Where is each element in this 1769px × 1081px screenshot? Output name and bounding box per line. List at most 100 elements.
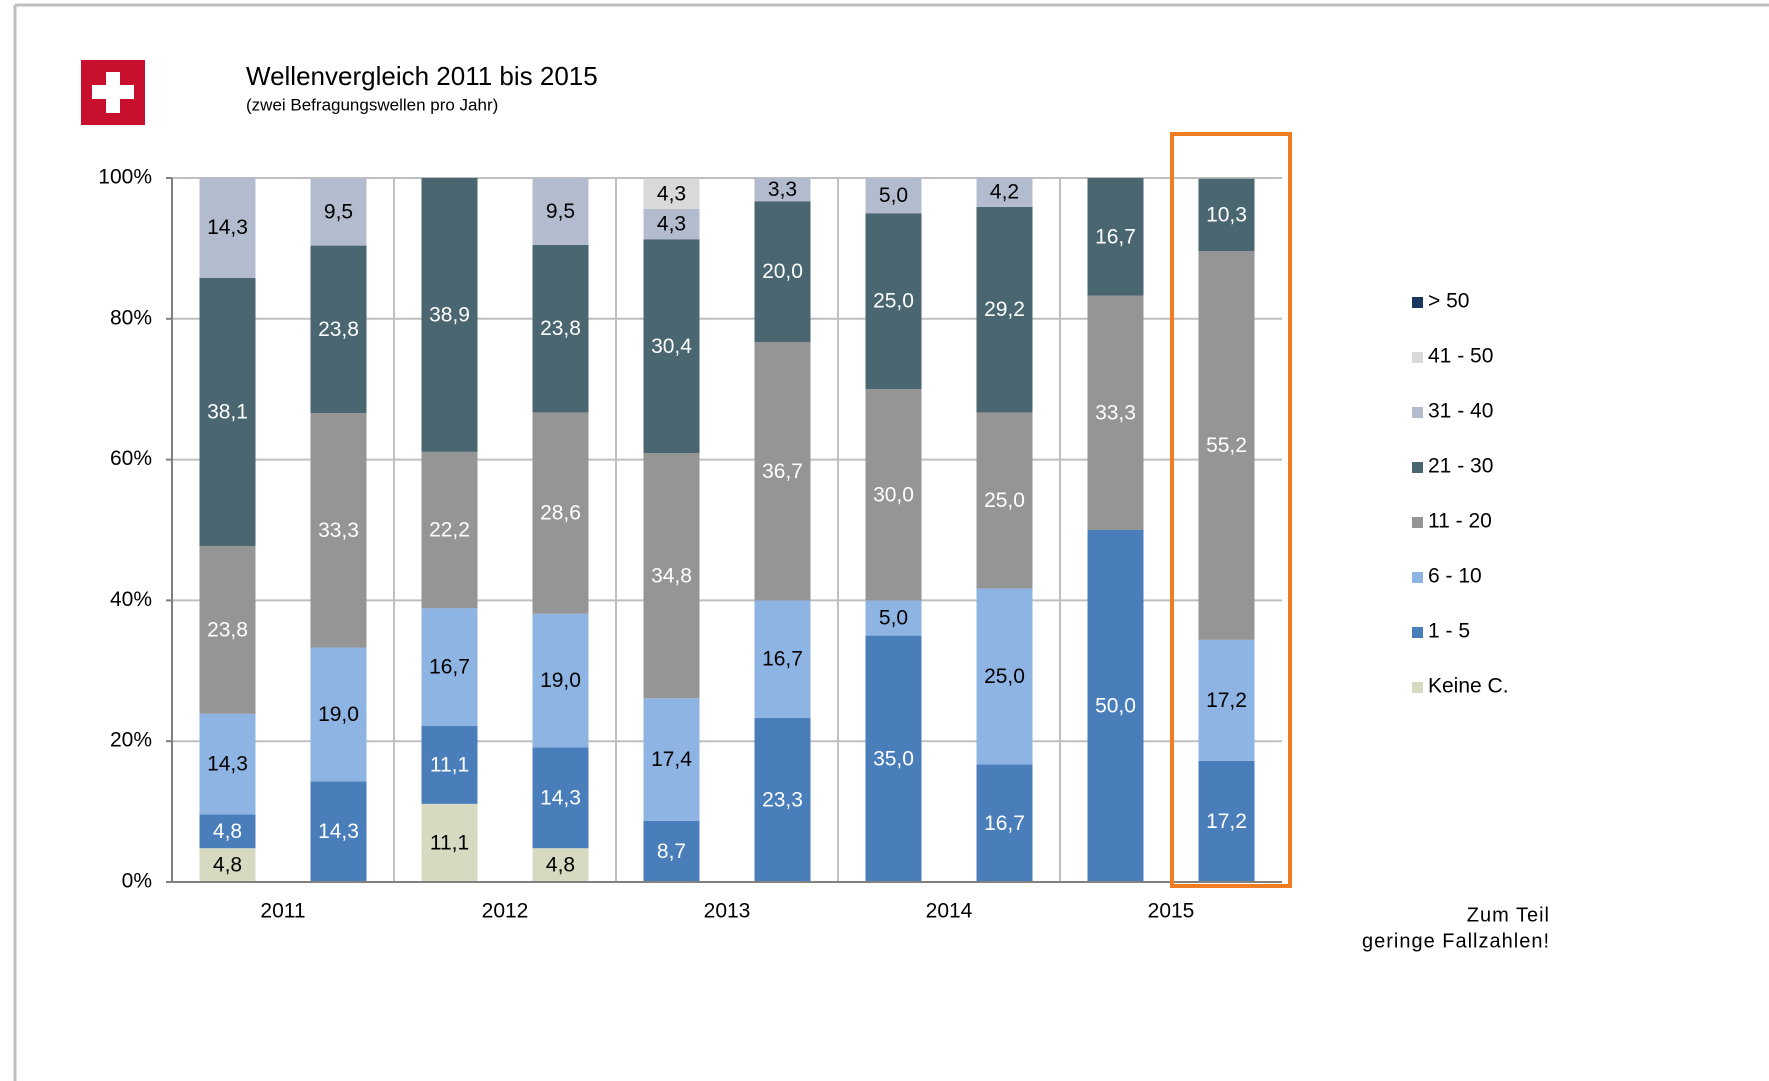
- value-label: 17,2: [1206, 810, 1247, 833]
- legend-label: 1 - 5: [1428, 620, 1470, 643]
- value-label: 17,2: [1206, 689, 1247, 712]
- bar-segment: [976, 764, 1033, 882]
- bar-segment: [865, 600, 922, 636]
- y-tick-label: 40%: [110, 588, 152, 611]
- value-label: 25,0: [984, 489, 1025, 512]
- x-tick-label: 2012: [482, 900, 529, 923]
- note: geringe Fallzahlen!: [1362, 930, 1550, 952]
- value-label: 17,4: [651, 748, 692, 771]
- value-label: 25,0: [984, 665, 1025, 688]
- value-label: 14,3: [207, 753, 248, 776]
- legend-swatch: [1412, 462, 1423, 473]
- bar-segment: [532, 244, 589, 413]
- bar-segment: [643, 178, 700, 209]
- value-label: 16,7: [1095, 225, 1136, 248]
- bar-segment: [643, 820, 700, 882]
- value-label: 33,3: [318, 519, 359, 542]
- value-label: 30,0: [873, 483, 914, 506]
- legend-swatch: [1412, 682, 1423, 693]
- value-label: 22,2: [429, 519, 470, 542]
- legend-label: 31 - 40: [1428, 400, 1493, 423]
- value-label: 3,3: [768, 178, 797, 201]
- bar-segment: [532, 412, 589, 614]
- bar-segment: [1198, 178, 1255, 252]
- legend-swatch: [1412, 297, 1423, 308]
- bar-segment: [310, 413, 367, 648]
- value-label: 4,3: [657, 182, 686, 205]
- bar-segment: [643, 239, 700, 454]
- value-label: 5,0: [879, 607, 908, 630]
- value-label: 23,8: [207, 619, 248, 642]
- value-label: 10,3: [1206, 204, 1247, 227]
- bar-segment: [1198, 251, 1255, 640]
- x-tick-label: 2011: [260, 900, 305, 923]
- value-label: 20,0: [762, 260, 803, 283]
- y-tick-label: 100%: [98, 166, 152, 189]
- bar-segment: [754, 600, 811, 718]
- chart-title: Wellenvergleich 2011 bis 2015: [246, 61, 598, 91]
- bar-segment: [1198, 639, 1255, 761]
- value-label: 16,7: [984, 812, 1025, 835]
- value-label: 19,0: [318, 703, 359, 726]
- bar-segment: [754, 201, 811, 343]
- bar-segment: [199, 848, 256, 882]
- bar-segment: [643, 698, 700, 821]
- legend-label: 6 - 10: [1428, 565, 1482, 588]
- value-label: 8,7: [657, 840, 686, 863]
- bar-segment: [643, 453, 700, 699]
- value-label: 33,3: [1095, 401, 1136, 424]
- bar-segment: [310, 245, 367, 414]
- chart-subtitle: (zwei Befragungswellen pro Jahr): [246, 95, 498, 114]
- value-label: 14,3: [318, 820, 359, 843]
- value-label: 34,8: [651, 564, 692, 587]
- bar-segment: [421, 725, 478, 804]
- value-label: 4,8: [213, 854, 242, 877]
- bar-segment: [421, 803, 478, 882]
- bar-segment: [532, 178, 589, 245]
- legend-label: Keine C.: [1428, 675, 1509, 698]
- bar-segment: [754, 717, 811, 882]
- value-label: 4,2: [990, 181, 1019, 204]
- value-label: 30,4: [651, 335, 692, 358]
- legend-swatch: [1412, 627, 1423, 638]
- value-label: 9,5: [546, 200, 575, 223]
- bar-segment: [199, 713, 256, 815]
- legend-label: > 50: [1428, 290, 1469, 313]
- x-tick-label: 2013: [704, 900, 751, 923]
- value-label: 11,1: [430, 831, 469, 854]
- value-label: 35,0: [873, 747, 914, 770]
- value-label: 19,0: [540, 669, 581, 692]
- x-tick-label: 2014: [926, 900, 973, 923]
- bar-segment: [1087, 295, 1144, 530]
- legend-swatch: [1412, 407, 1423, 418]
- bar-segment: [199, 814, 256, 849]
- bar-segment: [421, 178, 478, 452]
- value-label: 36,7: [762, 460, 803, 483]
- y-tick-label: 0%: [122, 870, 152, 893]
- value-label: 23,3: [762, 789, 803, 812]
- bar-segment: [421, 608, 478, 726]
- legend-swatch: [1412, 517, 1423, 528]
- bar-segment: [976, 206, 1033, 413]
- value-label: 5,0: [879, 184, 908, 207]
- bar-segment: [199, 546, 256, 714]
- value-label: 4,8: [546, 854, 575, 877]
- note: Zum Teil: [1467, 904, 1550, 926]
- bar-segment: [532, 848, 589, 882]
- bar-segment: [865, 178, 922, 214]
- bar-segment: [865, 213, 922, 390]
- y-tick-label: 60%: [110, 447, 152, 470]
- legend-swatch: [1412, 572, 1423, 583]
- bar-segment: [643, 208, 700, 240]
- bar-segment: [976, 588, 1033, 765]
- value-label: 28,6: [540, 502, 581, 525]
- bar-segment: [754, 342, 811, 601]
- value-label: 38,1: [207, 401, 248, 424]
- legend-label: 41 - 50: [1428, 345, 1493, 368]
- value-label: 23,8: [540, 317, 581, 340]
- bar-segment: [1198, 760, 1255, 882]
- legend-label: 21 - 30: [1428, 455, 1493, 478]
- value-label: 4,3: [657, 213, 686, 236]
- bar-segment: [421, 451, 478, 609]
